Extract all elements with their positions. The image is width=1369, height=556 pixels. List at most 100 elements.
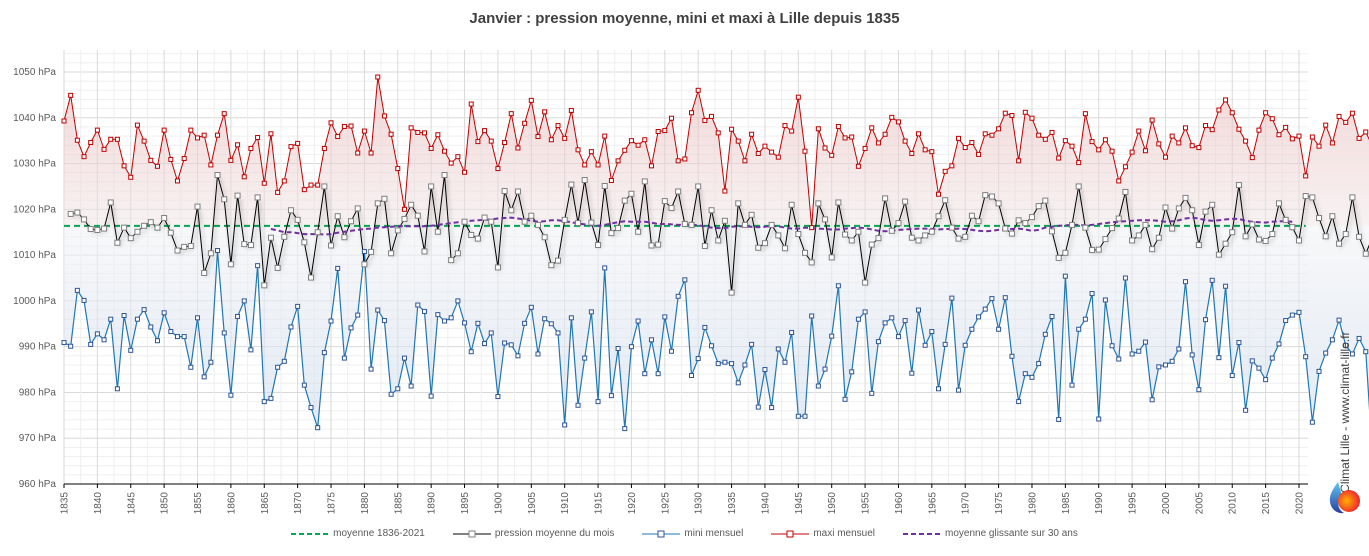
max-point: [502, 139, 508, 145]
mean-point: [301, 239, 308, 246]
mean-point: [715, 237, 722, 244]
min-point: [74, 287, 80, 293]
min-point: [915, 307, 921, 313]
mean-point: [1342, 231, 1349, 238]
max-point: [942, 168, 948, 174]
max-point: [562, 135, 568, 141]
mean-point: [247, 242, 254, 249]
min-point: [702, 324, 708, 330]
min-point: [822, 366, 828, 372]
max-point: [795, 94, 801, 100]
mean-point: [101, 225, 108, 232]
x-tick-label: 1905: [527, 492, 538, 515]
min-point: [94, 331, 100, 337]
max-point: [976, 151, 982, 157]
min-point: [555, 330, 561, 336]
max-point: [235, 142, 241, 148]
mean-point: [201, 269, 208, 276]
x-tick-label: 1845: [126, 492, 137, 515]
mean-point: [1142, 221, 1149, 228]
min-point: [381, 318, 387, 324]
max-point: [1349, 110, 1355, 116]
mean-point: [935, 213, 942, 220]
min-point: [388, 391, 394, 397]
min-point: [121, 313, 127, 319]
max-point: [1183, 125, 1189, 131]
max-point: [755, 150, 761, 156]
min-point: [1309, 419, 1315, 425]
mean-point: [641, 178, 648, 185]
x-tick-label: 1920: [627, 492, 638, 515]
mean-point: [1255, 236, 1262, 243]
mean-point: [1222, 240, 1229, 247]
max-point: [482, 128, 488, 134]
max-point: [1029, 115, 1035, 121]
max-point: [1082, 111, 1088, 117]
min-point: [1229, 373, 1235, 379]
max-point: [141, 138, 147, 144]
min-point: [942, 341, 948, 347]
min-point: [809, 313, 815, 319]
mean-point: [494, 264, 501, 271]
max-point: [929, 149, 935, 155]
max-point: [195, 135, 201, 141]
mean-point: [488, 218, 495, 225]
min-point: [488, 330, 494, 336]
mean-point: [368, 248, 375, 255]
max-point: [989, 132, 995, 138]
max-point: [909, 150, 915, 156]
max-point: [1283, 124, 1289, 130]
mean-point: [728, 289, 735, 296]
mean-point: [975, 218, 982, 225]
max-point: [902, 138, 908, 144]
mean-point: [968, 212, 975, 219]
max-point: [114, 136, 120, 142]
mean-point: [341, 234, 348, 241]
min-point: [101, 337, 107, 343]
min-point: [1042, 331, 1048, 337]
min-point: [1109, 343, 1115, 349]
min-point: [1076, 326, 1082, 332]
mean-point: [401, 215, 408, 222]
mean-point: [1175, 205, 1182, 212]
mean-point: [808, 259, 815, 266]
min-point: [1283, 318, 1289, 324]
min-point: [315, 425, 321, 431]
min-point: [902, 318, 908, 324]
mean-point: [94, 226, 101, 233]
min-point: [1176, 346, 1182, 352]
min-point: [1082, 316, 1088, 322]
mean-point: [875, 235, 882, 242]
max-point: [1002, 110, 1008, 116]
mean-point: [501, 188, 508, 195]
mean-point: [314, 229, 321, 236]
max-point: [809, 225, 815, 231]
mean-point: [942, 197, 949, 204]
max-point: [1049, 129, 1055, 135]
min-point: [1316, 368, 1322, 374]
min-point: [368, 366, 374, 372]
mean-point: [868, 241, 875, 248]
min-point: [1216, 355, 1222, 361]
rolling-average-line: [270, 216, 1293, 236]
mean-point: [328, 242, 335, 249]
min-point: [355, 312, 361, 318]
mean-point: [1275, 200, 1282, 207]
min-point: [248, 347, 254, 353]
y-tick-label: 1020 hPa: [13, 204, 56, 215]
min-point: [869, 390, 875, 396]
mean-point: [1162, 204, 1169, 211]
max-point: [996, 126, 1002, 132]
max-point: [849, 134, 855, 140]
min-point: [628, 344, 634, 350]
mean-point: [1349, 194, 1356, 201]
min-point: [622, 426, 628, 432]
min-point: [148, 324, 154, 330]
max-point: [862, 145, 868, 151]
y-tick-label: 1040 hPa: [13, 113, 56, 124]
min-point: [855, 316, 861, 322]
min-point: [235, 313, 241, 319]
max-point: [308, 182, 314, 188]
mean-point: [1316, 215, 1323, 222]
legend-item-average: moyenne 1836-2021: [291, 528, 425, 539]
